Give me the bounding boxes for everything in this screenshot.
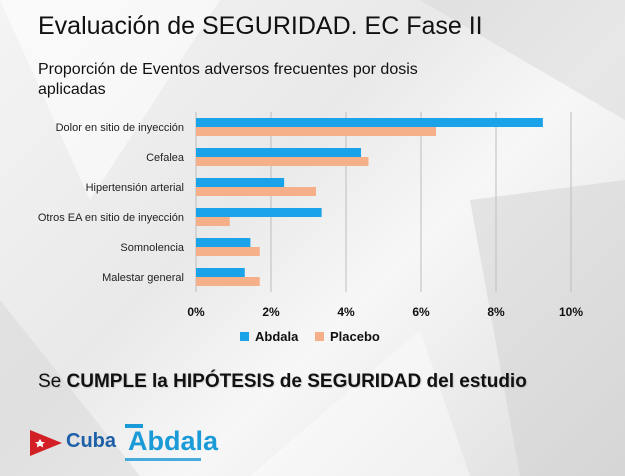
category-labels: Dolor en sitio de inyección Cefalea Hipert… [38, 122, 185, 284]
bar-abdala-3 [196, 208, 322, 217]
legend: Abdala Placebo [240, 329, 380, 344]
category-label: Cefalea [146, 152, 185, 164]
bar-placebo-4 [196, 247, 260, 256]
bar-abdala-4 [196, 238, 251, 247]
conclusion-text: Se CUMPLE la HIPÓTESIS de SEGURIDAD del … [38, 371, 527, 393]
tick-labels: 0% 2% 4% 6% 8% 10% [187, 305, 583, 319]
bar-abdala-5 [196, 268, 245, 277]
category-label: Somnolencia [120, 242, 184, 254]
category-label: Otros EA en sitio de inyección [38, 212, 184, 224]
category-label: Hipertensión arterial [86, 182, 184, 194]
x-tick-label: 10% [559, 305, 583, 319]
bar-placebo-1 [196, 157, 369, 166]
conclusion-prefix: Se [38, 371, 62, 392]
cuba-flag-icon [30, 430, 62, 456]
x-tick-label: 8% [487, 305, 505, 319]
bar-abdala-0 [196, 118, 543, 127]
x-tick-label: 2% [262, 305, 280, 319]
legend-swatch-placebo [315, 332, 324, 341]
x-tick-label: 6% [412, 305, 430, 319]
x-tick-label: 0% [187, 305, 205, 319]
bar-placebo-3 [196, 217, 230, 226]
category-label: Malestar general [102, 272, 184, 284]
chart-title: Proporción de Eventos adversos frecuente… [38, 61, 418, 98]
abdala-logo-icon [125, 424, 201, 461]
category-label: Dolor en sitio de inyección [56, 122, 184, 134]
bar-placebo-5 [196, 277, 260, 286]
slide-title: Evaluación de SEGURIDAD. EC Fase II [38, 12, 483, 40]
grid-layer [195, 112, 572, 292]
x-tick-label: 4% [337, 305, 355, 319]
bar-placebo-2 [196, 187, 316, 196]
legend-swatch-abdala [240, 332, 249, 341]
legend-label-placebo: Placebo [330, 329, 380, 344]
legend-label-abdala: Abdala [255, 329, 299, 344]
conclusion-strong: CUMPLE la HIPÓTESIS de SEGURIDAD del est… [66, 371, 527, 392]
bar-layer [196, 118, 543, 286]
bar-abdala-1 [196, 148, 361, 157]
bar-abdala-2 [196, 178, 285, 187]
cuba-logo-text: Cuba [66, 430, 116, 452]
bar-placebo-0 [196, 127, 436, 136]
abdala-logo-text: Abdala [128, 426, 219, 456]
